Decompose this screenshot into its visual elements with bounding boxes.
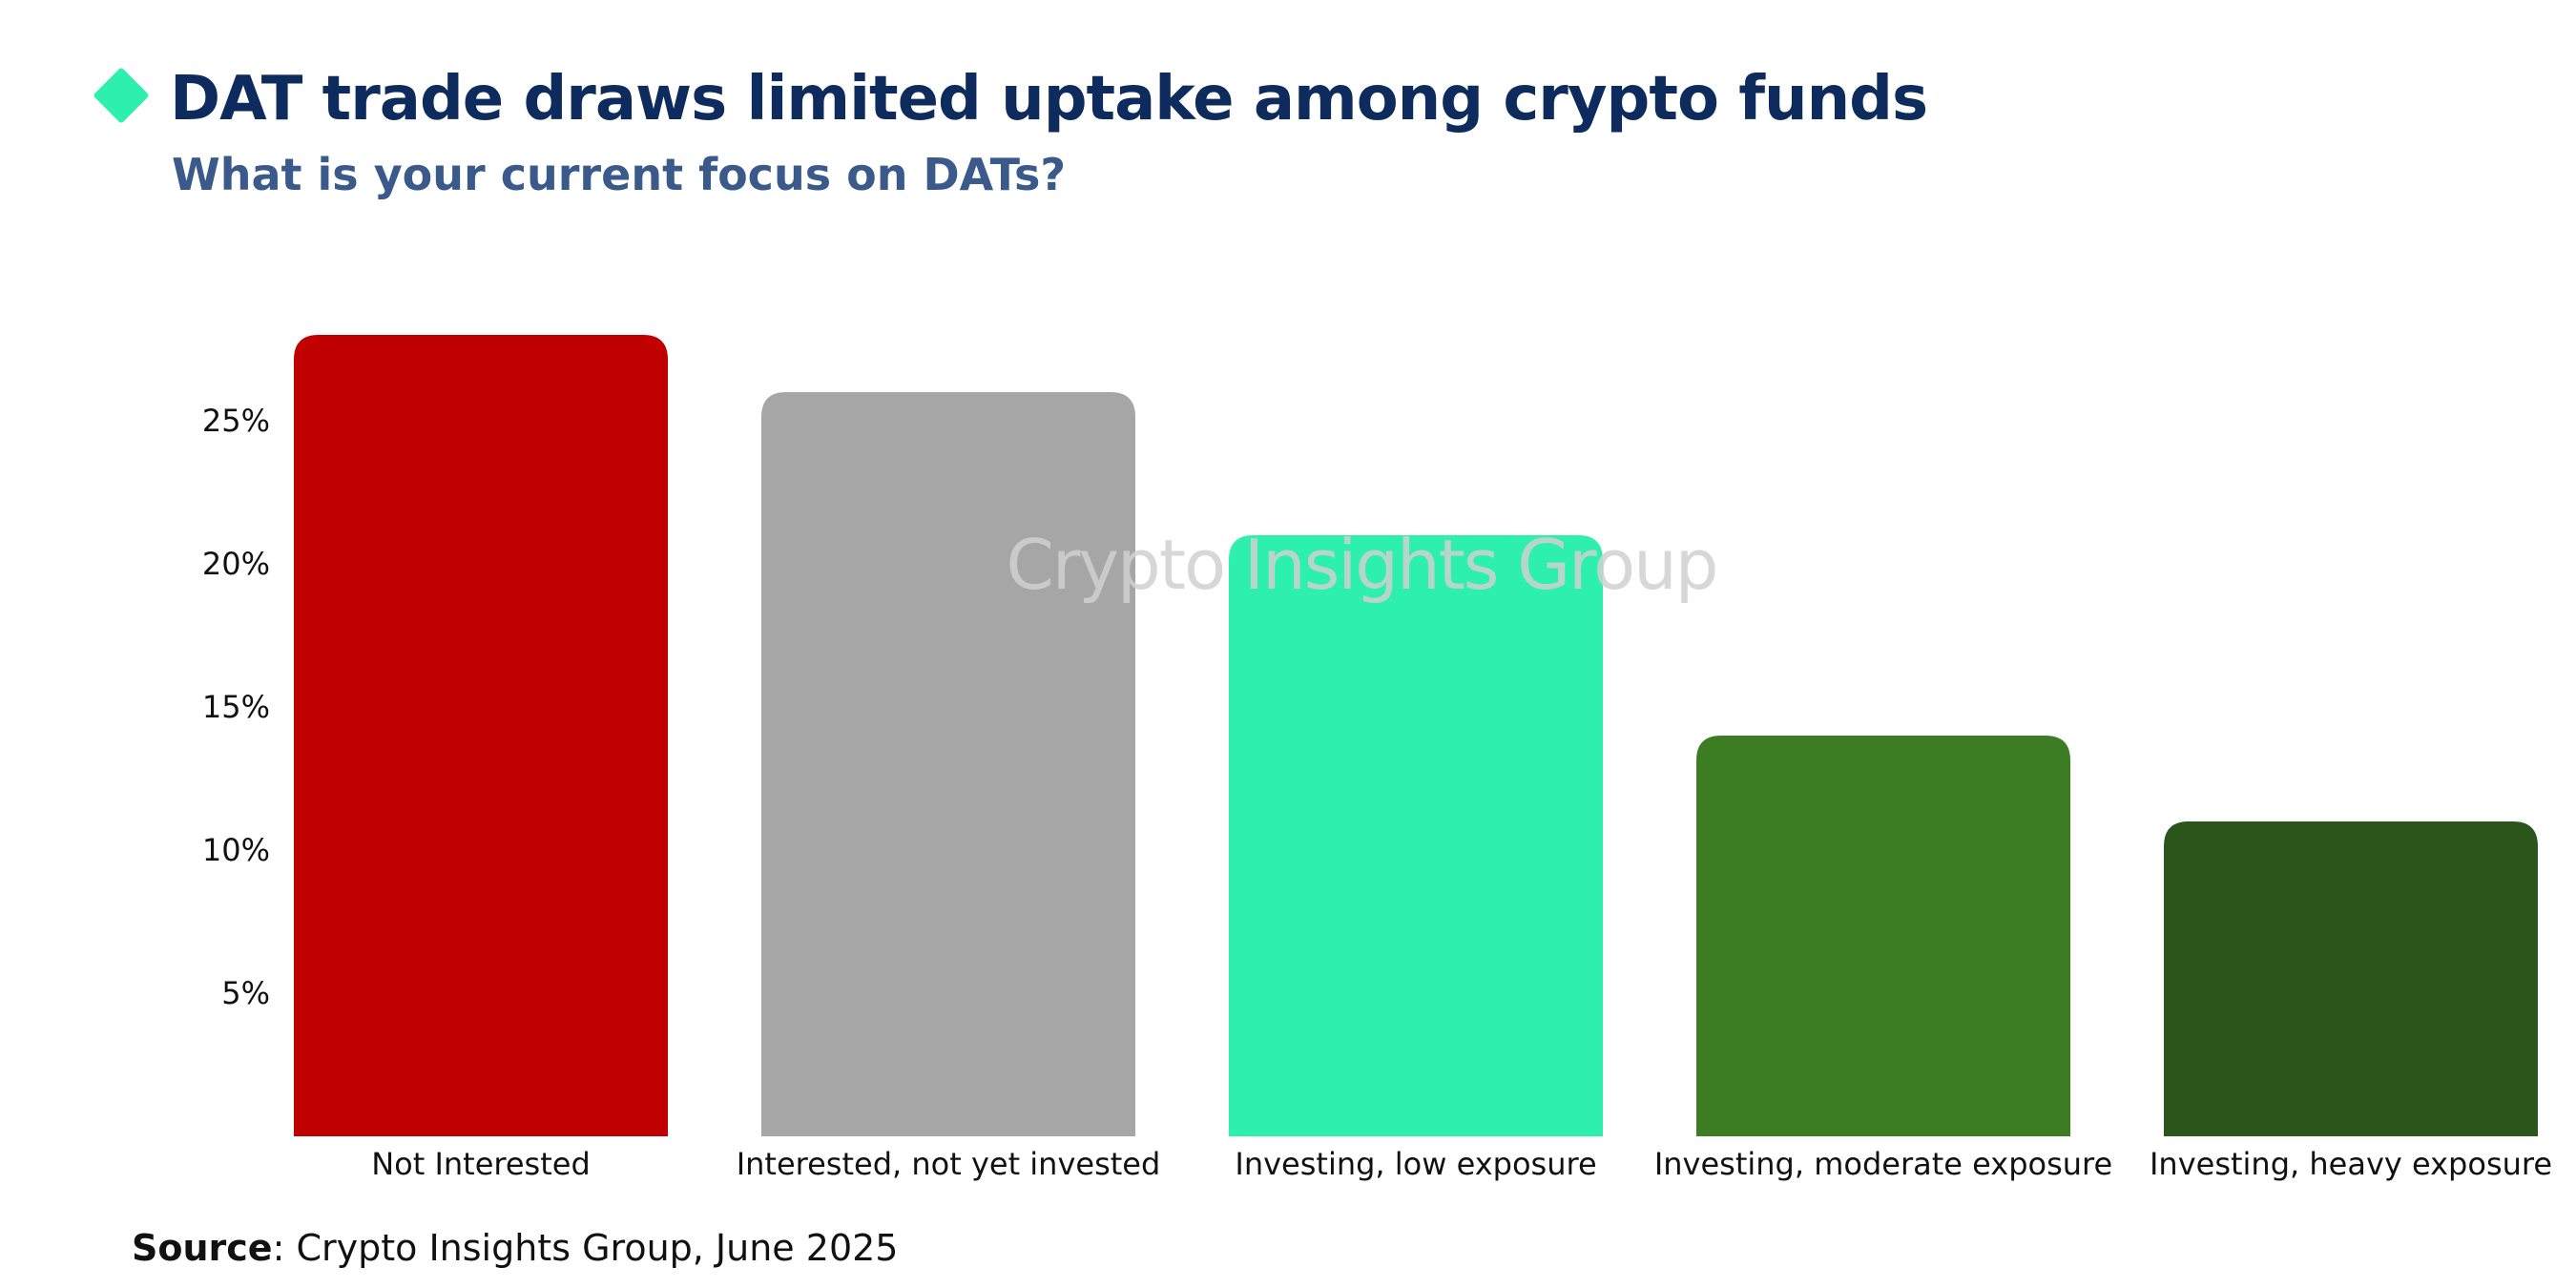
bar xyxy=(294,335,668,1136)
source-note: Source: Crypto Insights Group, June 2025 xyxy=(132,1221,898,1275)
x-category-label: Investing, low exposure xyxy=(1235,1146,1596,1182)
chart-title: DAT trade draws limited uptake among cry… xyxy=(170,64,1928,135)
y-tick-label: 10% xyxy=(202,832,270,868)
y-tick-label: 20% xyxy=(202,546,270,582)
source-label: Source xyxy=(132,1227,273,1269)
bar xyxy=(761,392,1135,1136)
watermark: Crypto Insights Group xyxy=(1007,525,1717,605)
y-tick-label: 25% xyxy=(202,403,270,439)
y-axis-ticks: 5% 10% 15% 20% 25% xyxy=(202,403,270,1011)
chart-subtitle: What is your current focus on DATs? xyxy=(172,149,1067,200)
bar xyxy=(2164,821,2538,1136)
y-tick-label: 15% xyxy=(202,689,270,725)
bar xyxy=(1229,535,1603,1136)
bar xyxy=(1696,736,2070,1136)
source-text: : Crypto Insights Group, June 2025 xyxy=(272,1227,899,1269)
bars xyxy=(294,335,2538,1136)
x-axis-labels: Not Interested Interested, not yet invest… xyxy=(371,1146,2552,1182)
y-tick-label: 5% xyxy=(221,975,270,1011)
x-category-label: Not Interested xyxy=(371,1146,591,1182)
x-category-label: Investing, moderate exposure xyxy=(1654,1146,2112,1182)
x-category-label: Interested, not yet invested xyxy=(737,1146,1161,1182)
x-category-label: Investing, heavy exposure xyxy=(2150,1146,2552,1182)
